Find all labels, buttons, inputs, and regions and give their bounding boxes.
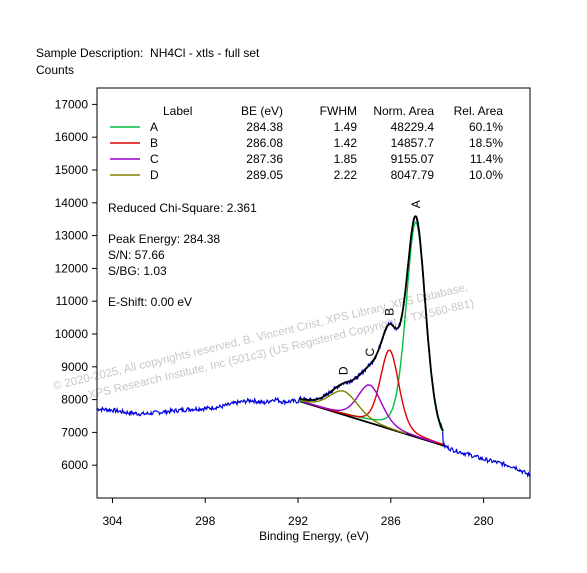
- row-fwhm: 1.85: [334, 152, 358, 166]
- y-axis: 6000 7000 8000 9000 10000 11000 12000 13000 1400…: [55, 97, 97, 472]
- row-label: A: [150, 120, 158, 134]
- table-header-norm-area: Norm. Area: [373, 104, 434, 118]
- row-be: 286.08: [246, 136, 283, 150]
- peak-energy: Peak Energy: 284.38: [108, 232, 220, 246]
- y-tick-label: 10000: [55, 327, 89, 341]
- series-layer: [96, 215, 531, 478]
- row-norm-area: 9155.07: [391, 152, 435, 166]
- plot-frame: [96, 87, 531, 499]
- peak-label-b: B: [383, 308, 397, 316]
- row-be: 284.38: [246, 120, 283, 134]
- row-label: C: [150, 152, 159, 166]
- signal-to-background: S/BG: 1.03: [108, 264, 167, 278]
- table-row: D 289.05 2.22 8047.79 10.0%: [110, 168, 503, 182]
- row-fwhm: 2.22: [334, 168, 358, 182]
- y-tick-label: 8000: [61, 393, 88, 407]
- y-tick-label: 13000: [55, 229, 89, 243]
- row-norm-area: 48229.4: [391, 120, 435, 134]
- row-rel-area: 10.0%: [469, 168, 503, 182]
- watermark-line2: XPS Research Institute, Inc (501c3) (US …: [87, 298, 475, 402]
- row-label: D: [150, 168, 159, 182]
- peak-b-curve: [314, 349, 444, 446]
- x-tick-label: 304: [102, 514, 122, 528]
- y-tick-label: 11000: [56, 294, 89, 308]
- row-rel-area: 60.1%: [469, 120, 503, 134]
- peak-label-d: D: [337, 366, 351, 375]
- row-fwhm: 1.49: [334, 120, 358, 134]
- peak-table: Label BE (eV) FWHM Norm. Area Rel. Area …: [110, 104, 503, 182]
- table-header-rel-area: Rel. Area: [454, 104, 504, 118]
- row-be: 287.36: [246, 152, 283, 166]
- energy-shift: E-Shift: 0.00 eV: [108, 295, 192, 309]
- row-norm-area: 14857.7: [391, 136, 435, 150]
- table-header-label: Label: [163, 104, 192, 118]
- envelope-curve: [299, 215, 444, 432]
- table-row: C 287.36 1.85 9155.07 11.4%: [110, 152, 503, 166]
- y-tick-label: 7000: [61, 425, 88, 439]
- table-row: B 286.08 1.42 14857.7 18.5%: [110, 136, 503, 150]
- y-tick-label: 17000: [55, 97, 89, 111]
- table-row: A 284.38 1.49 48229.4 60.1%: [110, 120, 503, 134]
- y-units-label: Counts: [36, 63, 75, 77]
- row-fwhm: 1.42: [334, 136, 358, 150]
- peak-labels: A B C D: [337, 200, 423, 375]
- peak-c-curve: [303, 384, 437, 444]
- x-axis: 304 298 292 286 280: [102, 498, 494, 528]
- peak-d-curve: [299, 390, 407, 435]
- row-norm-area: 8047.79: [391, 168, 435, 182]
- y-tick-label: 6000: [61, 458, 88, 472]
- fit-stats: Reduced Chi-Square: 2.361 Peak Energy: 2…: [108, 201, 257, 309]
- x-tick-label: 292: [288, 514, 308, 528]
- x-tick-label: 298: [195, 514, 215, 528]
- y-tick-label: 9000: [61, 360, 88, 374]
- x-axis-title: Binding Energy, (eV): [259, 529, 369, 543]
- peak-label-a: A: [409, 200, 423, 208]
- row-label: B: [150, 136, 158, 150]
- row-rel-area: 11.4%: [470, 152, 503, 166]
- chi-square: Reduced Chi-Square: 2.361: [108, 201, 257, 215]
- sample-description: Sample Description: NH4Cl - xtls - full …: [36, 46, 260, 60]
- y-tick-label: 12000: [55, 261, 89, 275]
- y-tick-label: 16000: [55, 130, 89, 144]
- table-header-be: BE (eV): [241, 104, 283, 118]
- x-tick-label: 280: [474, 514, 494, 528]
- signal-to-noise: S/N: 57.66: [108, 248, 165, 262]
- row-be: 289.05: [246, 168, 283, 182]
- row-rel-area: 18.5%: [469, 136, 503, 150]
- peak-label-c: C: [363, 348, 377, 357]
- y-tick-label: 14000: [55, 196, 89, 210]
- table-rows: A 284.38 1.49 48229.4 60.1% B 286.08 1.42 14857.…: [110, 120, 503, 182]
- x-tick-label: 286: [381, 514, 401, 528]
- table-header-fwhm: FWHM: [320, 104, 357, 118]
- y-tick-label: 15000: [55, 163, 89, 177]
